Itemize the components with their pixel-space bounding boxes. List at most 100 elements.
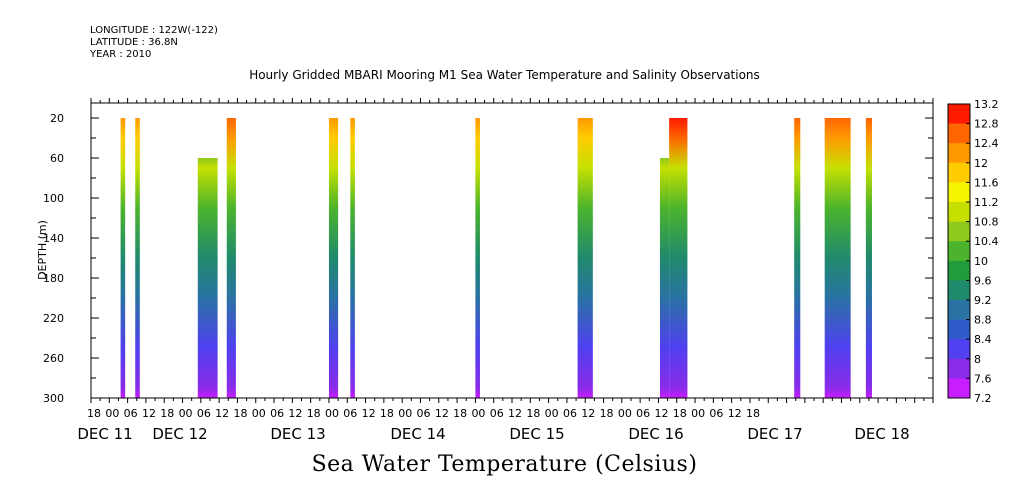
observation-bar [794, 118, 801, 398]
colorbar-swatch [948, 221, 970, 232]
observation-bar [475, 118, 480, 398]
colorbar-label: 9.6 [974, 274, 992, 287]
y-axis-label: DEPTH (m) [36, 220, 49, 280]
colorbar-label: 8.8 [974, 314, 992, 327]
chart-title: Hourly Gridded MBARI Mooring M1 Sea Wate… [249, 68, 760, 82]
colorbar-swatch [948, 202, 970, 213]
colorbar-label: 10.8 [974, 216, 999, 229]
x-tick-label: 00 [179, 407, 193, 420]
colorbar-swatch [948, 270, 970, 281]
x-date-label: DEC 18 [854, 425, 909, 443]
x-date-label: DEC 11 [77, 425, 132, 443]
x-tick-label: 12 [654, 407, 668, 420]
colorbar-swatch [948, 329, 970, 340]
x-tick-label: 06 [709, 407, 723, 420]
x-date-label: DEC 14 [390, 425, 445, 443]
x-tick-label: 00 [545, 407, 559, 420]
x-date-label: DEC 16 [628, 425, 683, 443]
x-tick-label: 18 [526, 407, 540, 420]
colorbar-swatch [948, 280, 970, 291]
colorbar-swatch [948, 300, 970, 311]
x-tick-label: 12 [215, 407, 229, 420]
data-bars [120, 118, 872, 398]
x-tick-label: 18 [233, 407, 247, 420]
colorbar-label: 12.4 [974, 137, 999, 150]
x-tick-label: 00 [618, 407, 632, 420]
y-tick-label: 220 [43, 312, 64, 325]
observation-bar [824, 118, 851, 398]
colorbar-label: 7.2 [974, 392, 992, 405]
colorbar-swatch [948, 339, 970, 350]
colorbar-swatch [948, 388, 970, 399]
observation-bar [328, 118, 339, 398]
colorbar-swatch [948, 231, 970, 242]
observation-bar [226, 118, 236, 398]
latitude-label: LATITUDE : 36.8N [90, 37, 178, 48]
observation-bar [197, 158, 218, 398]
y-tick-label: 300 [43, 392, 64, 405]
colorbar-swatch [948, 260, 970, 271]
x-tick-label: 06 [417, 407, 431, 420]
x-date-label: DEC 17 [747, 425, 802, 443]
colorbar-label: 11.2 [974, 196, 999, 209]
colorbar-label: 9.2 [974, 294, 992, 307]
y-tick-label: 100 [43, 192, 64, 205]
colorbar-swatch [948, 133, 970, 144]
x-tick-label: 18 [380, 407, 394, 420]
y-tick-label: 20 [50, 112, 64, 125]
colorbar-swatch [948, 319, 970, 330]
y-tick-label: 260 [43, 352, 64, 365]
colorbar-label: 11.6 [974, 176, 999, 189]
observation-bar [120, 118, 126, 398]
x-tick-label: 06 [197, 407, 211, 420]
x-tick-label: 12 [728, 407, 742, 420]
x-tick-label: 06 [636, 407, 650, 420]
colorbar-label: 13.2 [974, 98, 999, 111]
x-date-label: DEC 13 [270, 425, 325, 443]
longitude-label: LONGITUDE : 122W(-122) [90, 25, 218, 36]
x-tick-label: 00 [691, 407, 705, 420]
y-tick-label: 60 [50, 152, 64, 165]
colorbar-swatch [948, 162, 970, 173]
colorbar-swatch [948, 368, 970, 379]
x-tick-label: 18 [600, 407, 614, 420]
colorbar-frame [947, 103, 971, 399]
colorbar-label: 8.4 [974, 333, 992, 346]
colorbar-label: 8 [974, 353, 981, 366]
x-tick-label: 00 [398, 407, 412, 420]
x-tick-label: 12 [581, 407, 595, 420]
x-tick-label: 12 [362, 407, 376, 420]
colorbar-swatch [948, 182, 970, 193]
x-tick-label: 00 [325, 407, 339, 420]
x-tick-label: 18 [673, 407, 687, 420]
observation-bar [865, 118, 872, 398]
colorbar-swatch [948, 211, 970, 222]
observation-bar [577, 118, 593, 398]
x-tick-label: 18 [453, 407, 467, 420]
x-tick-label: 06 [124, 407, 138, 420]
x-tick-label: 06 [343, 407, 357, 420]
x-tick-label: 18 [307, 407, 321, 420]
y-tick-label: 140 [43, 232, 64, 245]
colorbar: 13.2 12.8 12.4 12 11.6 11.2 10.8 10.4 10 9.6 9.2 8.… [947, 98, 999, 405]
x-tick-label: 12 [142, 407, 156, 420]
x-tick-label: 18 [746, 407, 760, 420]
colorbar-swatch [948, 241, 970, 252]
x-tick-label: 06 [563, 407, 577, 420]
y-tick-label: 180 [43, 272, 64, 285]
axes: 18 00 06 12 18 00 06 12 18 00 06 12 18 00 06 12 18 00 06 12… [43, 98, 934, 443]
observation-bar [135, 118, 140, 398]
colorbar-swatch [948, 349, 970, 360]
x-date-label: DEC 12 [152, 425, 207, 443]
colorbar-swatch [948, 358, 970, 369]
colorbar-label: 10.4 [974, 235, 999, 248]
colorbar-swatch [948, 309, 970, 320]
year-label: YEAR : 2010 [90, 49, 152, 60]
x-axis-label: Sea Water Temperature (Celsius) [311, 452, 698, 477]
observation-bar [659, 158, 670, 398]
x-tick-label: 12 [508, 407, 522, 420]
colorbar-label: 10 [974, 255, 988, 268]
x-tick-label: 00 [471, 407, 485, 420]
colorbar-swatch [948, 153, 970, 164]
